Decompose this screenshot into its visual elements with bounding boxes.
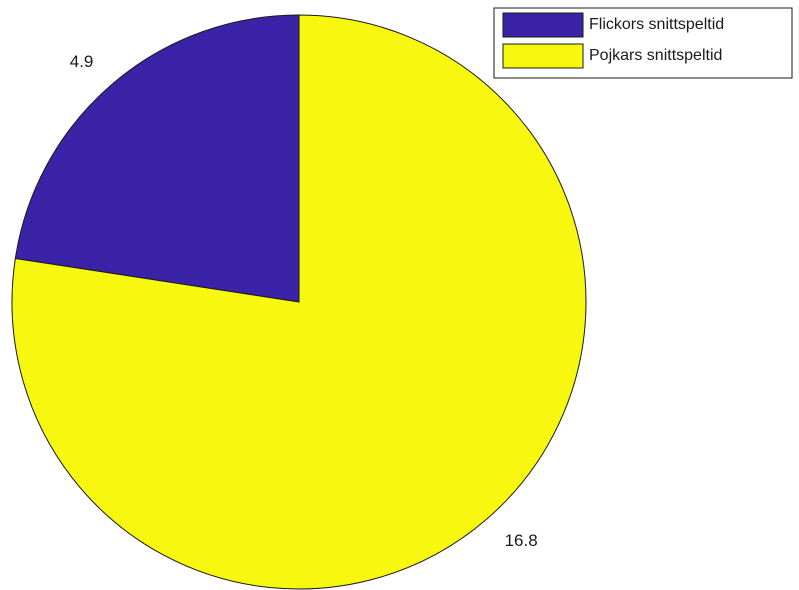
legend: Flickors snittspeltid Pojkars snittspelti… xyxy=(493,7,793,79)
pie-slice xyxy=(11,14,587,590)
pie-slices xyxy=(11,14,587,590)
legend-label: Flickors snittspeltid xyxy=(589,16,724,33)
pie-labels: 4.9 16.8 xyxy=(70,52,538,550)
slice-value-label: 16.8 xyxy=(505,531,538,550)
legend-label: Pojkars snittspeltid xyxy=(589,47,722,64)
pie-slice xyxy=(14,14,300,303)
slice-value-label: 4.9 xyxy=(70,52,94,71)
legend-swatch xyxy=(502,12,584,38)
legend-swatch xyxy=(502,43,584,69)
